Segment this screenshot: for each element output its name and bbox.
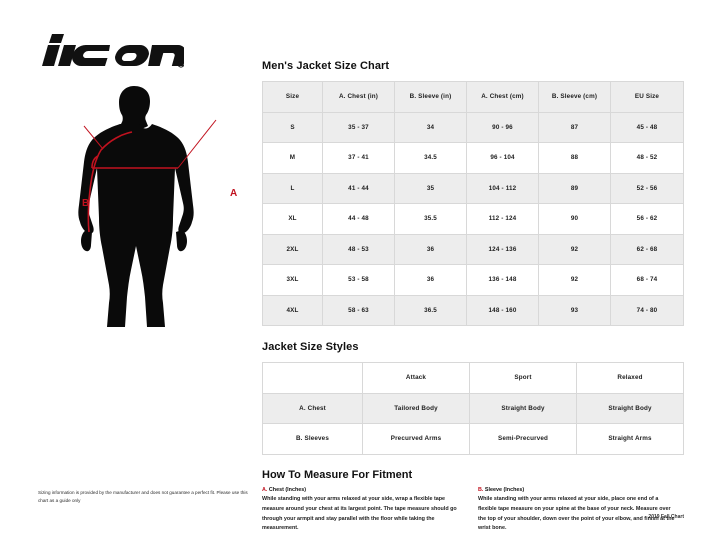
styles-table-title: Jacket Size Styles [262, 341, 359, 353]
corner-cell [262, 362, 363, 394]
cell-sleeve-in: 36.5 [394, 294, 467, 326]
cell-chest-in: 53 - 58 [322, 264, 395, 296]
cell-size: 3XL [262, 264, 323, 296]
cell-sport: Straight Body [469, 392, 577, 424]
fitment-body-sleeve: While standing with your arms relaxed at… [478, 496, 675, 532]
fitment-section: How To Measure For Fitment A. Chest (Inc… [262, 469, 684, 535]
column-header-attack: Attack [362, 362, 470, 394]
column-header: B. Sleeve (cm) [538, 81, 611, 113]
cell-chest-in: 44 - 48 [322, 203, 395, 235]
cell-chest-in: 35 - 37 [322, 111, 395, 143]
cell-sleeve-cm: 90 [538, 203, 611, 235]
table-row: 3XL 53 - 58 36 136 - 148 92 68 - 74 [262, 264, 684, 296]
fitment-heading-text: Sleeve (Inches) [484, 486, 525, 493]
fitment-heading-text: Chest (Inches) [268, 486, 307, 493]
column-header-sport: Sport [469, 362, 577, 394]
fitment-title: How To Measure For Fitment [262, 468, 413, 481]
table-row: XL 44 - 48 35.5 112 - 124 90 56 - 62 [262, 203, 684, 235]
male-silhouette-icon [78, 86, 217, 327]
measurement-figure: A B [48, 80, 238, 338]
cell-sleeve-cm: 93 [538, 294, 611, 326]
size-chart-title: Men's Jacket Size Chart [262, 60, 390, 72]
cell-relaxed: Straight Body [576, 392, 684, 424]
cell-attack: Tailored Body [362, 392, 470, 424]
column-header: B. Sleeve (in) [394, 81, 467, 113]
cell-eu-size: 48 - 52 [610, 142, 684, 174]
column-header: EU Size [610, 81, 684, 113]
row-label-sleeves: B. Sleeves [262, 423, 363, 455]
sizing-disclaimer: Sizing information is provided by the ma… [38, 490, 248, 504]
cell-chest-cm: 136 - 148 [466, 264, 539, 296]
cell-relaxed: Straight Arms [576, 423, 684, 455]
cell-chest-cm: 124 - 136 [466, 233, 539, 265]
cell-sleeve-cm: 89 [538, 172, 611, 204]
cell-sleeve-in: 36 [394, 264, 467, 296]
cell-sleeve-in: 36 [394, 233, 467, 265]
mens-jacket-size-table: Size A. Chest (in) B. Sleeve (in) A. Che… [262, 81, 684, 326]
icon-brand-logo: R [34, 28, 184, 72]
cell-size: 2XL [262, 233, 323, 265]
cell-chest-cm: 148 - 160 [466, 294, 539, 326]
cell-size: XL [262, 203, 323, 235]
fitment-item-chest: A. Chest (Inches) While standing with yo… [262, 487, 462, 535]
jacket-size-styles-table: Attack Sport Relaxed A. Chest Tailored B… [262, 362, 684, 455]
column-header-relaxed: Relaxed [576, 362, 684, 394]
fitment-heading: A. Chest (Inches) [262, 487, 462, 493]
cell-chest-in: 58 - 63 [322, 294, 395, 326]
chart-season-footer: 2019 Fall Chart [648, 514, 684, 520]
cell-sport: Semi-Precurved [469, 423, 577, 455]
table-row: B. Sleeves Precurved Arms Semi-Precurved… [262, 423, 684, 455]
table-header-row: Attack Sport Relaxed [262, 362, 684, 394]
column-header: Size [262, 81, 323, 113]
fitment-mark-b: B. [478, 486, 484, 493]
cell-chest-in: 48 - 53 [322, 233, 395, 265]
figure-label-b: B [82, 198, 90, 209]
cell-chest-cm: 104 - 112 [466, 172, 539, 204]
table-row: 2XL 48 - 53 36 124 - 136 92 62 - 68 [262, 233, 684, 265]
fitment-mark-a: A. [262, 486, 268, 493]
table-row: A. Chest Tailored Body Straight Body Str… [262, 392, 684, 424]
cell-eu-size: 74 - 80 [610, 294, 684, 326]
fitment-heading: B. Sleeve (Inches) [478, 487, 678, 493]
fitment-body-chest: While standing with your arms relaxed at… [262, 496, 457, 532]
cell-size: S [262, 111, 323, 143]
cell-sleeve-in: 35 [394, 172, 467, 204]
cell-sleeve-in: 35.5 [394, 203, 467, 235]
cell-eu-size: 45 - 48 [610, 111, 684, 143]
icon-logo-mark: R [42, 34, 184, 68]
cell-eu-size: 56 - 62 [610, 203, 684, 235]
svg-text:R: R [180, 62, 183, 67]
content-column: Men's Jacket Size Chart Size A. Chest (i… [262, 60, 684, 534]
cell-sleeve-cm: 88 [538, 142, 611, 174]
cell-eu-size: 62 - 68 [610, 233, 684, 265]
table-row: S 35 - 37 34 90 - 96 87 45 - 48 [262, 111, 684, 143]
row-label-chest: A. Chest [262, 392, 363, 424]
column-header: A. Chest (in) [322, 81, 395, 113]
cell-size: L [262, 172, 323, 204]
cell-chest-cm: 96 - 104 [466, 142, 539, 174]
cell-attack: Precurved Arms [362, 423, 470, 455]
fitment-item-sleeve: B. Sleeve (Inches) While standing with y… [478, 487, 678, 535]
cell-sleeve-in: 34.5 [394, 142, 467, 174]
cell-eu-size: 52 - 56 [610, 172, 684, 204]
table-header-row: Size A. Chest (in) B. Sleeve (in) A. Che… [262, 81, 684, 113]
cell-chest-cm: 90 - 96 [466, 111, 539, 143]
cell-size: M [262, 142, 323, 174]
cell-sleeve-cm: 92 [538, 233, 611, 265]
cell-sleeve-cm: 87 [538, 111, 611, 143]
table-row: M 37 - 41 34.5 96 - 104 88 48 - 52 [262, 142, 684, 174]
cell-size: 4XL [262, 294, 323, 326]
figure-label-a: A [230, 188, 238, 199]
cell-chest-in: 41 - 44 [322, 172, 395, 204]
cell-sleeve-in: 34 [394, 111, 467, 143]
table-row: L 41 - 44 35 104 - 112 89 52 - 56 [262, 172, 684, 204]
table-row: 4XL 58 - 63 36.5 148 - 160 93 74 - 80 [262, 294, 684, 326]
column-header: A. Chest (cm) [466, 81, 539, 113]
cell-eu-size: 68 - 74 [610, 264, 684, 296]
cell-sleeve-cm: 92 [538, 264, 611, 296]
cell-chest-in: 37 - 41 [322, 142, 395, 174]
cell-chest-cm: 112 - 124 [466, 203, 539, 235]
